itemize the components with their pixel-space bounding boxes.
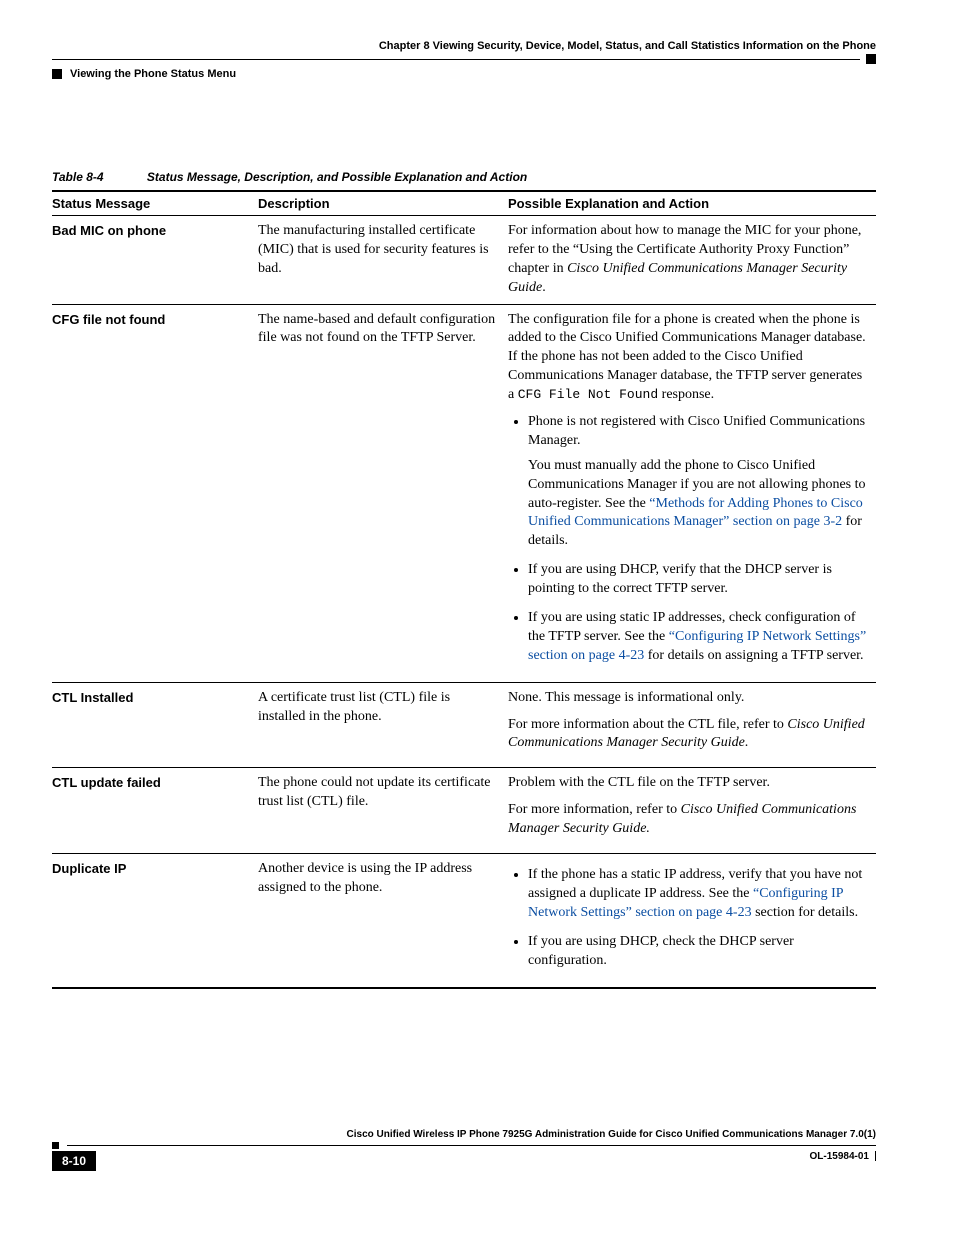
list-item-subtext: You must manually add the phone to Cisco… <box>528 457 868 551</box>
explanation-cell: None. This message is informational only… <box>508 682 876 768</box>
status-message-cell: Duplicate IP <box>52 854 258 988</box>
footer-marker-icon <box>52 1142 59 1149</box>
paragraph: For more information, refer to Cisco Uni… <box>508 801 868 839</box>
table-row: CFG file not found The name-based and de… <box>52 304 876 682</box>
footer-rule <box>52 1142 876 1149</box>
col-header-description: Description <box>258 191 508 216</box>
list-item: If you are using DHCP, verify that the D… <box>528 561 868 599</box>
paragraph: The configuration file for a phone is cr… <box>508 311 868 405</box>
list-item: If the phone has a static IP address, ve… <box>528 866 868 923</box>
document-page: Chapter 8 Viewing Security, Device, Mode… <box>0 0 954 1211</box>
footer-bottom-row: 8-10 OL-15984-01 <box>52 1151 876 1171</box>
bullet-list: Phone is not registered with Cisco Unifi… <box>508 413 868 666</box>
col-header-explanation: Possible Explanation and Action <box>508 191 876 216</box>
description-cell: The name-based and default configuration… <box>258 304 508 682</box>
explanation-cell: If the phone has a static IP address, ve… <box>508 854 876 988</box>
status-message-cell: CFG file not found <box>52 304 258 682</box>
table-row: CTL update failed The phone could not up… <box>52 768 876 854</box>
list-item: Phone is not registered with Cisco Unifi… <box>528 413 868 551</box>
table-title: Status Message, Description, and Possibl… <box>147 170 527 184</box>
status-message-cell: CTL Installed <box>52 682 258 768</box>
section-header: Viewing the Phone Status Menu <box>70 68 236 80</box>
table-row: Duplicate IP Another device is using the… <box>52 854 876 988</box>
table-row: Bad MIC on phone The manufacturing insta… <box>52 216 876 305</box>
col-header-status-message: Status Message <box>52 191 258 216</box>
status-message-cell: Bad MIC on phone <box>52 216 258 305</box>
explanation-cell: For information about how to manage the … <box>508 216 876 305</box>
header-rule-top <box>52 54 876 64</box>
page-number: 8-10 <box>52 1151 96 1171</box>
description-cell: Another device is using the IP address a… <box>258 854 508 988</box>
table-caption: Table 8-4 Status Message, Description, a… <box>52 170 876 184</box>
description-cell: A certificate trust list (CTL) file is i… <box>258 682 508 768</box>
paragraph: For more information about the CTL file,… <box>508 716 868 754</box>
paragraph: None. This message is informational only… <box>508 689 868 708</box>
bullet-list: If the phone has a static IP address, ve… <box>508 866 868 970</box>
list-item: If you are using DHCP, check the DHCP se… <box>528 933 868 971</box>
page-footer: Cisco Unified Wireless IP Phone 7925G Ad… <box>52 1129 876 1171</box>
footer-end-tick-icon <box>875 1151 876 1161</box>
explanation-cell: Problem with the CTL file on the TFTP se… <box>508 768 876 854</box>
list-item: If you are using static IP addresses, ch… <box>528 609 868 666</box>
section-header-row: Viewing the Phone Status Menu <box>52 68 876 80</box>
page-header: Chapter 8 Viewing Security, Device, Mode… <box>52 40 876 80</box>
document-id: OL-15984-01 <box>810 1151 869 1162</box>
explanation-cell: The configuration file for a phone is cr… <box>508 304 876 682</box>
section-marker-icon <box>52 69 62 79</box>
description-cell: The manufacturing installed certificate … <box>258 216 508 305</box>
description-cell: The phone could not update its certifica… <box>258 768 508 854</box>
paragraph: Problem with the CTL file on the TFTP se… <box>508 774 868 793</box>
table-row: CTL Installed A certificate trust list (… <box>52 682 876 768</box>
table-header-row: Status Message Description Possible Expl… <box>52 191 876 216</box>
footer-guide-title: Cisco Unified Wireless IP Phone 7925G Ad… <box>52 1129 876 1140</box>
status-message-cell: CTL update failed <box>52 768 258 854</box>
status-messages-table: Status Message Description Possible Expl… <box>52 190 876 989</box>
table-number: Table 8-4 <box>52 170 104 184</box>
chapter-header: Chapter 8 Viewing Security, Device, Mode… <box>52 40 876 52</box>
